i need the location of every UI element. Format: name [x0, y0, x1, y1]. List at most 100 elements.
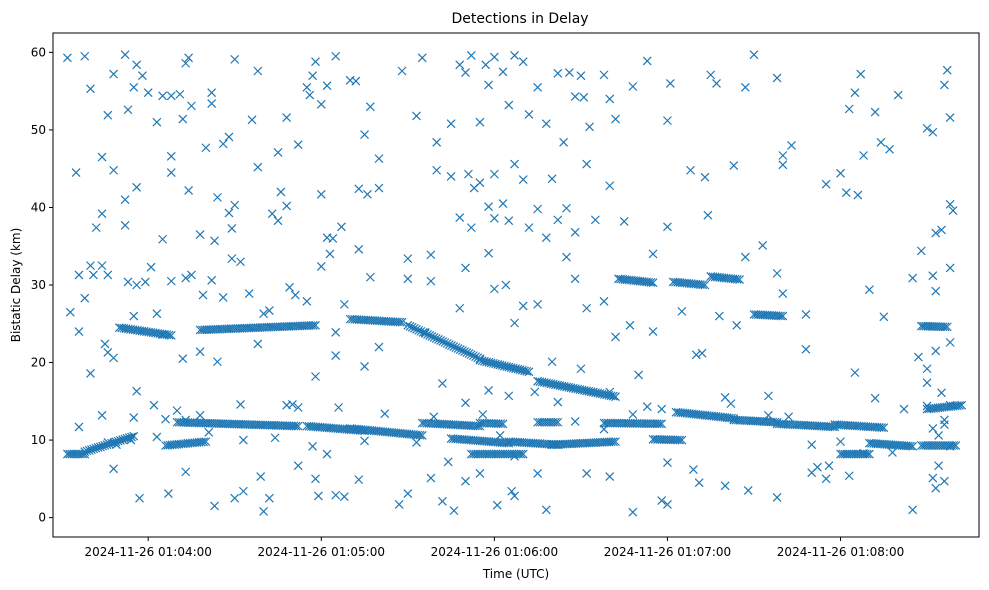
data-point: [172, 406, 182, 416]
data-point: [570, 417, 580, 426]
data-point: [541, 233, 551, 243]
data-point: [288, 399, 297, 409]
data-point: [758, 241, 768, 250]
data-point: [446, 172, 456, 181]
data-point: [533, 299, 543, 309]
data-point: [412, 324, 421, 334]
data-point: [655, 419, 664, 429]
data-point: [429, 412, 439, 422]
data-point: [426, 250, 436, 260]
data-point: [195, 410, 205, 420]
data-point: [184, 185, 194, 195]
data-point: [394, 500, 404, 509]
data-point: [420, 327, 430, 337]
data-point: [103, 437, 113, 447]
data-point: [403, 489, 413, 499]
data-point: [697, 348, 707, 358]
data-point: [949, 441, 959, 450]
data-point: [308, 71, 318, 81]
data-point: [518, 301, 528, 311]
data-point: [405, 321, 415, 331]
data-point: [807, 440, 817, 450]
data-point: [293, 461, 303, 471]
data-point: [851, 449, 861, 459]
data-point: [425, 330, 435, 340]
data-point: [937, 225, 946, 235]
data-point: [273, 147, 283, 157]
data-point: [97, 209, 107, 219]
data-point: [129, 82, 139, 92]
data-point: [238, 486, 248, 496]
data-point: [547, 174, 557, 184]
data-point: [100, 339, 110, 349]
data-point: [501, 280, 511, 290]
data-point: [925, 321, 935, 331]
data-point: [103, 270, 113, 280]
data-point: [432, 165, 442, 175]
data-point: [675, 435, 685, 445]
data-point: [201, 143, 211, 153]
data-point: [518, 449, 528, 459]
data-point: [927, 441, 937, 450]
x-tick-label: 2024-11-26 01:05:00: [258, 545, 385, 559]
data-point: [65, 307, 75, 317]
data-point: [922, 364, 932, 374]
data-point: [446, 119, 456, 129]
data-point: [847, 449, 857, 459]
data-point: [412, 111, 421, 121]
chart-title: Detections in Delay: [451, 11, 588, 27]
data-point: [665, 78, 675, 88]
data-point: [112, 440, 121, 450]
data-point: [913, 352, 923, 362]
x-axis-label: Time (UTC): [482, 567, 549, 581]
y-axis-label: Bistatic Delay (km): [9, 228, 23, 343]
data-point: [253, 66, 263, 76]
data-point: [940, 322, 950, 332]
data-point: [714, 311, 724, 321]
data-point: [431, 334, 441, 343]
data-point: [836, 449, 845, 459]
data-point: [921, 441, 931, 450]
data-point: [73, 449, 83, 459]
data-point: [328, 234, 338, 243]
data-point: [893, 90, 903, 100]
data-point: [322, 81, 332, 91]
data-point: [732, 320, 742, 330]
y-tick-label: 50: [31, 123, 46, 137]
data-point: [553, 215, 563, 225]
data-point: [919, 441, 928, 450]
data-point: [838, 449, 848, 459]
data-point: [187, 101, 196, 111]
data-point: [657, 419, 667, 429]
data-point: [945, 199, 955, 209]
data-point: [331, 327, 341, 337]
data-point: [273, 216, 283, 226]
x-tick-label: 2024-11-26 01:04:00: [84, 545, 211, 559]
data-point: [945, 263, 955, 273]
data-point: [305, 90, 315, 100]
data-point: [71, 168, 81, 177]
data-point: [553, 68, 563, 78]
data-point: [354, 184, 364, 194]
data-point: [496, 419, 506, 429]
data-point: [412, 437, 421, 447]
data-point: [360, 436, 369, 446]
data-point: [518, 175, 528, 184]
data-point: [308, 320, 318, 330]
data-point: [365, 272, 375, 282]
data-point: [942, 322, 952, 332]
data-point: [507, 486, 517, 496]
data-point: [533, 204, 543, 214]
data-point: [166, 276, 176, 286]
data-point: [462, 348, 472, 358]
data-point: [62, 53, 72, 63]
data-point: [599, 296, 609, 306]
data-point: [339, 299, 349, 309]
data-point: [468, 351, 478, 361]
data-point: [849, 449, 859, 459]
data-point: [634, 370, 644, 380]
data-point: [906, 441, 915, 451]
data-point: [207, 99, 217, 108]
data-point: [955, 401, 964, 410]
data-point: [253, 339, 263, 349]
